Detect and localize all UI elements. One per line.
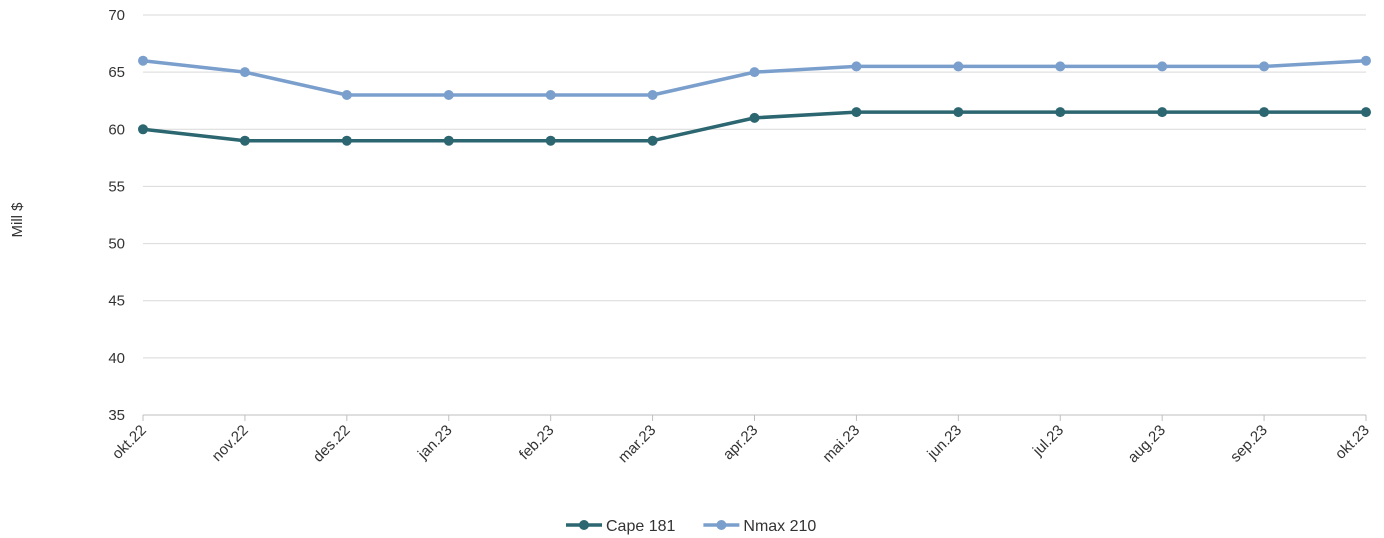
data-point: [953, 61, 964, 72]
data-point: [749, 112, 760, 123]
x-tick-label: jun.23: [924, 422, 966, 464]
data-point: [851, 107, 862, 118]
y-tick-label: 55: [108, 178, 125, 195]
legend-marker: [716, 520, 727, 530]
legend-marker: [579, 520, 589, 530]
data-point: [239, 67, 250, 78]
x-tick-label: nov.22: [209, 422, 252, 465]
data-point: [138, 55, 148, 66]
data-point: [138, 124, 148, 135]
data-point: [1361, 55, 1371, 66]
data-point: [1157, 107, 1168, 118]
x-tick-label: jan.23: [414, 422, 456, 464]
x-tick-label: okt.22: [109, 422, 150, 463]
y-axis-label: Mill $: [9, 202, 26, 238]
y-tick-label: 65: [108, 64, 125, 81]
data-point: [851, 61, 862, 72]
y-tick-label: 35: [108, 407, 125, 424]
data-point: [953, 107, 964, 118]
x-tick-label: aug.23: [1125, 422, 1169, 466]
data-point: [647, 135, 658, 146]
x-tick-label: sep.23: [1227, 422, 1271, 466]
series-layer: [138, 55, 1371, 146]
data-point: [749, 67, 760, 78]
data-point: [341, 90, 352, 100]
data-point: [647, 90, 658, 100]
data-point: [341, 135, 352, 146]
data-point: [239, 135, 250, 146]
data-point: [443, 90, 454, 100]
x-tick-label: mar.23: [615, 422, 659, 466]
x-tick-label: des.22: [310, 422, 354, 466]
y-tick-label: 40: [108, 350, 125, 367]
data-point: [1259, 61, 1270, 72]
x-tick-label: feb.23: [516, 422, 558, 464]
x-tick-label: mai.23: [819, 422, 863, 466]
x-tick-label: apr.23: [720, 422, 762, 464]
data-point: [443, 135, 454, 146]
legend-label: Nmax 210: [743, 518, 816, 535]
x-tick-label: okt.23: [1332, 422, 1373, 463]
data-point: [1157, 61, 1168, 72]
data-point: [1259, 107, 1270, 118]
y-tick-label: 45: [108, 293, 125, 310]
data-point: [1055, 61, 1066, 72]
grid-layer: [143, 14, 1366, 416]
data-point: [1055, 107, 1066, 118]
data-point: [1361, 107, 1371, 118]
y-tick-label: 70: [108, 7, 125, 24]
data-point: [545, 135, 556, 146]
series-line-2: [142, 58, 1367, 97]
x-tick-label: jul.23: [1029, 422, 1067, 460]
y-tick-label: 50: [108, 236, 125, 253]
data-point: [545, 90, 556, 100]
y-tick-label: 60: [108, 121, 125, 138]
legend-label: Cape 181: [606, 518, 675, 535]
legend: Cape 181 Nmax 210: [566, 518, 816, 535]
